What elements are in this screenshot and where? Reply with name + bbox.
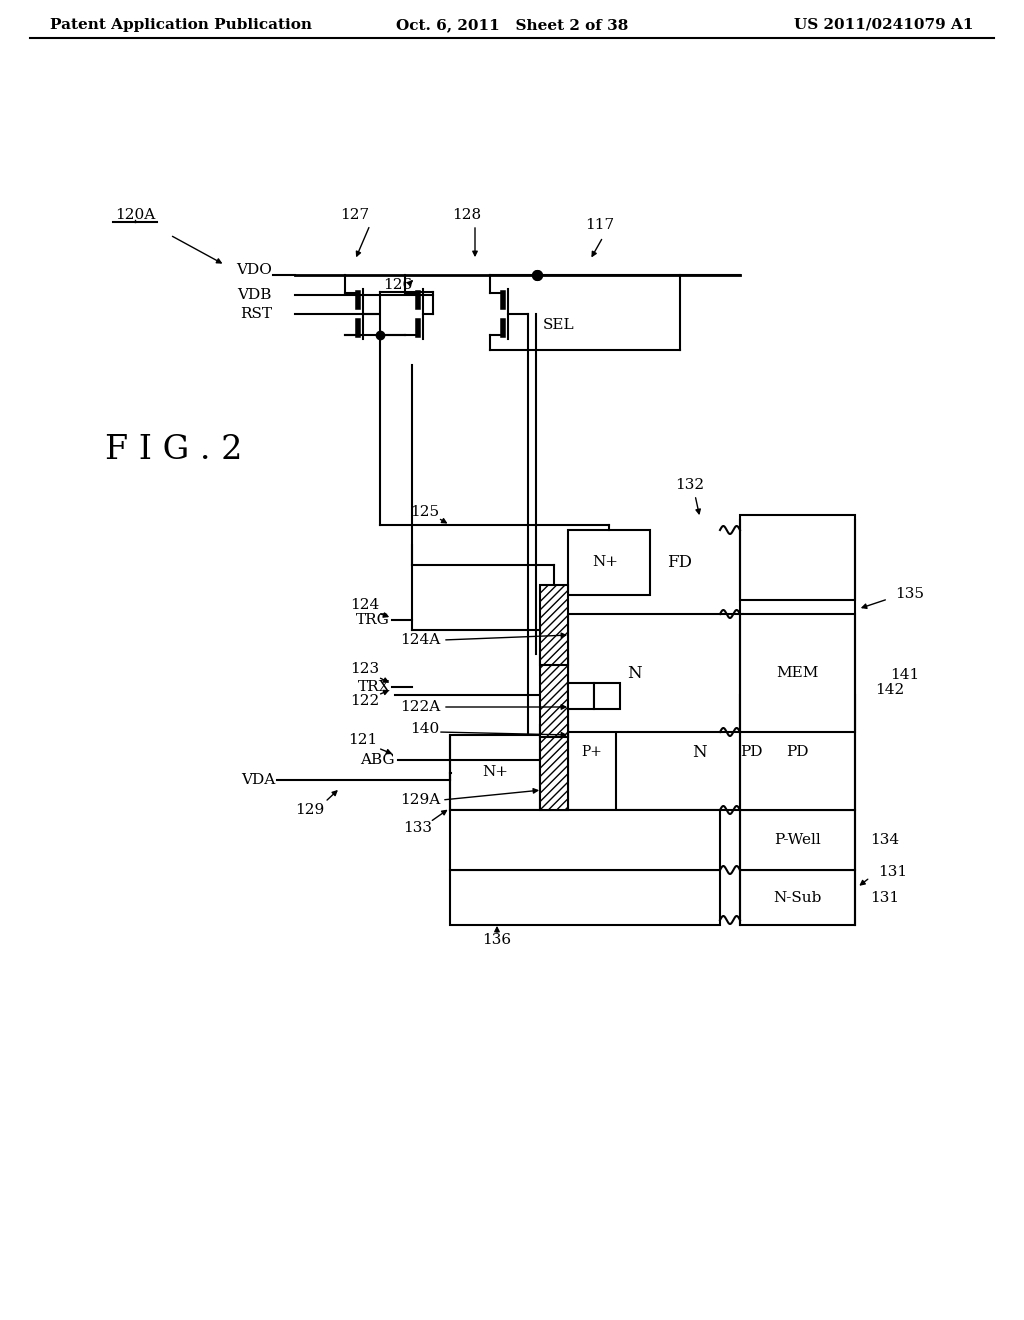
Text: PD: PD	[786, 746, 809, 759]
Text: 121: 121	[348, 733, 378, 747]
Bar	[568, 531, 650, 595]
Bar	[740, 870, 855, 925]
Text: 142: 142	[874, 682, 904, 697]
Text: N-Sub: N-Sub	[773, 891, 821, 904]
Bar	[568, 696, 616, 810]
Text: 129A: 129A	[400, 793, 440, 807]
Bar	[450, 870, 720, 925]
Bar	[740, 810, 855, 870]
Bar	[540, 585, 568, 665]
Text: F I G . 2: F I G . 2	[105, 434, 243, 466]
Text: 122: 122	[350, 694, 380, 708]
Text: 124A: 124A	[400, 634, 440, 647]
Bar	[740, 696, 855, 810]
Text: N+: N+	[482, 766, 508, 780]
Text: 131: 131	[878, 866, 907, 879]
Text: VDB: VDB	[238, 288, 272, 302]
Text: SEL: SEL	[543, 318, 574, 333]
Bar	[740, 614, 855, 733]
Text: N+: N+	[592, 556, 617, 569]
Text: 120A: 120A	[115, 209, 155, 222]
Text: N: N	[627, 664, 642, 681]
Bar	[540, 725, 568, 810]
Text: N: N	[692, 744, 707, 762]
Bar	[450, 735, 540, 810]
Text: RST: RST	[240, 308, 272, 321]
Text: 122A: 122A	[400, 700, 440, 714]
Text: 126: 126	[383, 279, 413, 292]
Text: 136: 136	[482, 933, 512, 946]
Text: PD: PD	[740, 746, 763, 759]
Text: 141: 141	[890, 668, 920, 682]
Text: US 2011/0241079 A1: US 2011/0241079 A1	[795, 18, 974, 32]
Text: ABG: ABG	[360, 752, 395, 767]
Text: 123: 123	[350, 663, 380, 676]
Text: 117: 117	[586, 218, 614, 232]
Text: TRG: TRG	[356, 612, 390, 627]
Text: P: P	[577, 689, 586, 702]
Bar	[740, 515, 855, 601]
Text: Patent Application Publication: Patent Application Publication	[50, 18, 312, 32]
Text: 124: 124	[350, 598, 380, 612]
Text: 133: 133	[403, 821, 432, 836]
Text: FD: FD	[668, 554, 692, 572]
Text: P+: P+	[582, 746, 602, 759]
Text: Oct. 6, 2011   Sheet 2 of 38: Oct. 6, 2011 Sheet 2 of 38	[396, 18, 628, 32]
Text: 134: 134	[870, 833, 899, 847]
Bar	[568, 614, 743, 733]
Bar	[568, 696, 743, 810]
Text: TRX: TRX	[357, 680, 390, 694]
Text: N-: N-	[599, 689, 614, 702]
Text: 131: 131	[870, 891, 899, 904]
Text: 128: 128	[453, 209, 481, 222]
Text: MEM: MEM	[776, 667, 818, 680]
Text: 129: 129	[295, 803, 325, 817]
Text: P-Well: P-Well	[774, 833, 821, 847]
Text: VDA: VDA	[241, 774, 275, 787]
Bar	[568, 682, 594, 709]
Text: 125: 125	[411, 506, 439, 519]
Text: VDO: VDO	[237, 263, 272, 277]
Text: 127: 127	[340, 209, 370, 222]
Text: 135: 135	[895, 587, 924, 601]
Bar	[450, 810, 720, 870]
Text: 140: 140	[411, 722, 439, 737]
Bar	[594, 682, 620, 709]
Text: 132: 132	[676, 478, 705, 492]
Bar	[540, 655, 568, 737]
